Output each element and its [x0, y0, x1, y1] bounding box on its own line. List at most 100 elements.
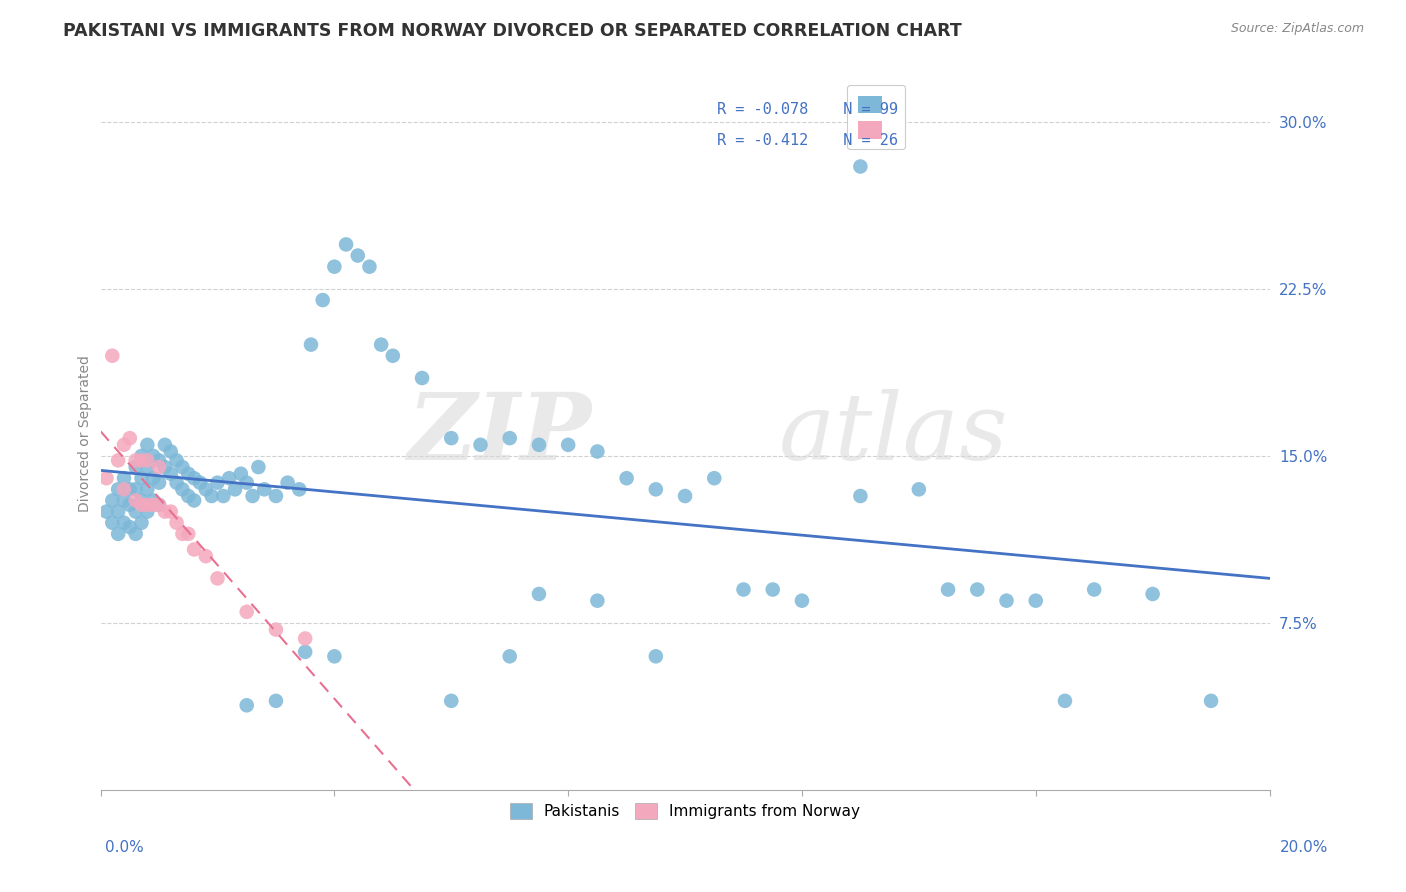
Point — [440, 431, 463, 445]
Point — [131, 453, 153, 467]
Point — [142, 498, 165, 512]
Point — [381, 349, 404, 363]
Point — [557, 438, 579, 452]
Point — [346, 248, 368, 262]
Point — [131, 516, 153, 530]
Point — [527, 438, 550, 452]
Y-axis label: Divorced or Separated: Divorced or Separated — [79, 355, 93, 512]
Point — [644, 649, 666, 664]
Point — [136, 483, 159, 497]
Point — [470, 438, 492, 452]
Point — [153, 505, 176, 519]
Point — [124, 527, 146, 541]
Point — [101, 349, 124, 363]
Point — [124, 453, 146, 467]
Text: PAKISTANI VS IMMIGRANTS FROM NORWAY DIVORCED OR SEPARATED CORRELATION CHART: PAKISTANI VS IMMIGRANTS FROM NORWAY DIVO… — [63, 22, 962, 40]
Text: 20.0%: 20.0% — [1281, 840, 1329, 855]
Point — [177, 489, 200, 503]
Point — [172, 460, 194, 475]
Point — [136, 453, 159, 467]
Point — [96, 505, 118, 519]
Point — [183, 542, 205, 557]
Point — [323, 649, 346, 664]
Point — [849, 160, 872, 174]
Point — [440, 694, 463, 708]
Point — [159, 467, 181, 481]
Point — [299, 337, 322, 351]
Point — [1083, 582, 1105, 597]
Point — [1053, 694, 1076, 708]
Point — [1025, 593, 1047, 607]
Point — [131, 449, 153, 463]
Point — [527, 587, 550, 601]
Point — [148, 498, 170, 512]
Point — [136, 498, 159, 512]
Legend: Pakistanis, Immigrants from Norway: Pakistanis, Immigrants from Norway — [503, 797, 866, 825]
Point — [148, 460, 170, 475]
Point — [166, 453, 188, 467]
Point — [159, 444, 181, 458]
Point — [264, 489, 287, 503]
Point — [188, 475, 211, 490]
Point — [264, 623, 287, 637]
Point — [644, 483, 666, 497]
Point — [335, 237, 357, 252]
Point — [359, 260, 381, 274]
Point — [107, 505, 129, 519]
Point — [148, 498, 170, 512]
Point — [166, 475, 188, 490]
Point — [136, 438, 159, 452]
Point — [370, 337, 392, 351]
Text: R = -0.412: R = -0.412 — [717, 133, 808, 148]
Text: R = -0.078: R = -0.078 — [717, 102, 808, 117]
Point — [242, 489, 264, 503]
Point — [194, 483, 217, 497]
Text: 0.0%: 0.0% — [105, 840, 145, 855]
Point — [107, 527, 129, 541]
Point — [124, 460, 146, 475]
Point — [118, 483, 141, 497]
Point — [159, 505, 181, 519]
Text: N = 99: N = 99 — [825, 102, 898, 117]
Point — [207, 475, 229, 490]
Point — [733, 582, 755, 597]
Point — [253, 483, 276, 497]
Point — [288, 483, 311, 497]
Point — [124, 505, 146, 519]
Point — [499, 649, 522, 664]
Point — [112, 438, 135, 452]
Point — [142, 449, 165, 463]
Point — [616, 471, 638, 485]
Point — [229, 467, 252, 481]
Point — [323, 260, 346, 274]
Text: ZIP: ZIP — [408, 389, 592, 479]
Point — [107, 453, 129, 467]
Point — [136, 505, 159, 519]
Text: N = 26: N = 26 — [825, 133, 898, 148]
Point — [96, 471, 118, 485]
Point — [224, 483, 246, 497]
Point — [112, 471, 135, 485]
Point — [183, 471, 205, 485]
Point — [411, 371, 433, 385]
Point — [849, 489, 872, 503]
Point — [499, 431, 522, 445]
Point — [294, 645, 316, 659]
Point — [112, 516, 135, 530]
Point — [936, 582, 959, 597]
Point — [148, 453, 170, 467]
Point — [673, 489, 696, 503]
Point — [247, 460, 270, 475]
Point — [112, 493, 135, 508]
Point — [166, 516, 188, 530]
Point — [107, 483, 129, 497]
Point — [1142, 587, 1164, 601]
Point — [762, 582, 785, 597]
Point — [142, 471, 165, 485]
Point — [218, 471, 240, 485]
Point — [118, 431, 141, 445]
Point — [136, 460, 159, 475]
Point — [212, 489, 235, 503]
Text: atlas: atlas — [779, 389, 1008, 479]
Point — [131, 493, 153, 508]
